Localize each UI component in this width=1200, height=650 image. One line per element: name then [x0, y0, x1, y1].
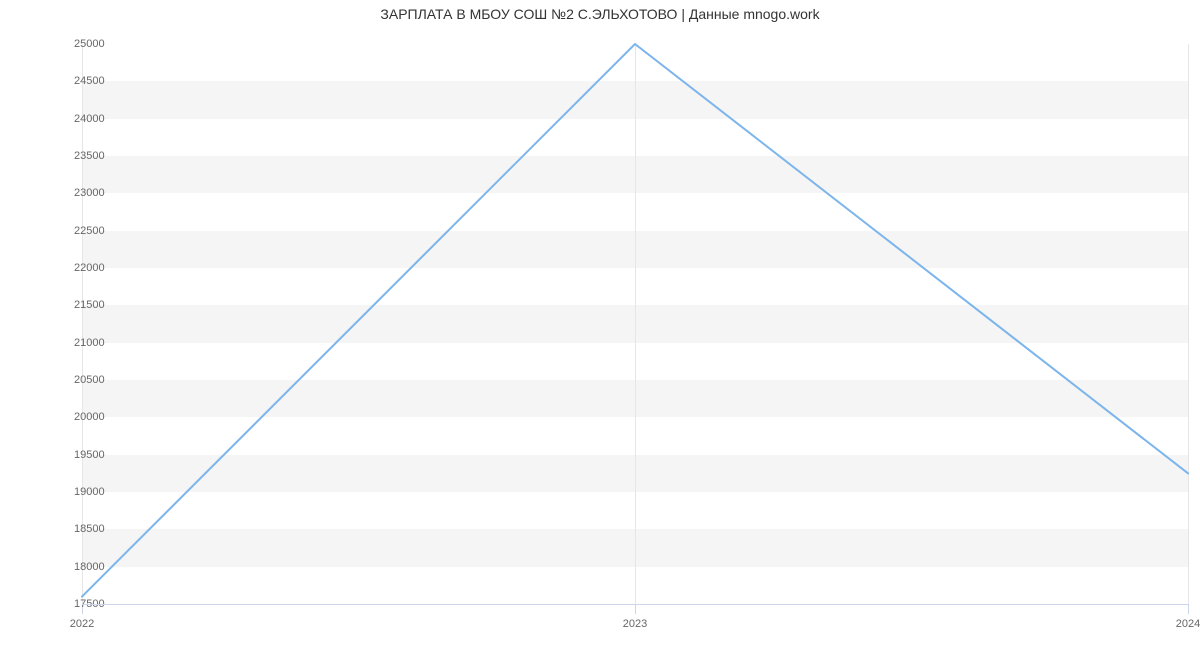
x-axis-line: [82, 604, 1188, 605]
x-gridline: [1188, 44, 1189, 604]
x-tick: [1188, 604, 1189, 614]
x-axis-label: 2022: [70, 618, 94, 630]
x-tick: [635, 604, 636, 614]
series-line: [82, 44, 1188, 597]
series-layer: [82, 44, 1188, 604]
chart-title: ЗАРПЛАТА В МБОУ СОШ №2 С.ЭЛЬХОТОВО | Дан…: [0, 6, 1200, 22]
plot-area: 2022202320241750018000185001900019500200…: [82, 44, 1188, 604]
salary-line-chart: ЗАРПЛАТА В МБОУ СОШ №2 С.ЭЛЬХОТОВО | Дан…: [0, 0, 1200, 650]
x-axis-label: 2024: [1176, 618, 1200, 630]
x-axis-label: 2023: [623, 618, 647, 630]
